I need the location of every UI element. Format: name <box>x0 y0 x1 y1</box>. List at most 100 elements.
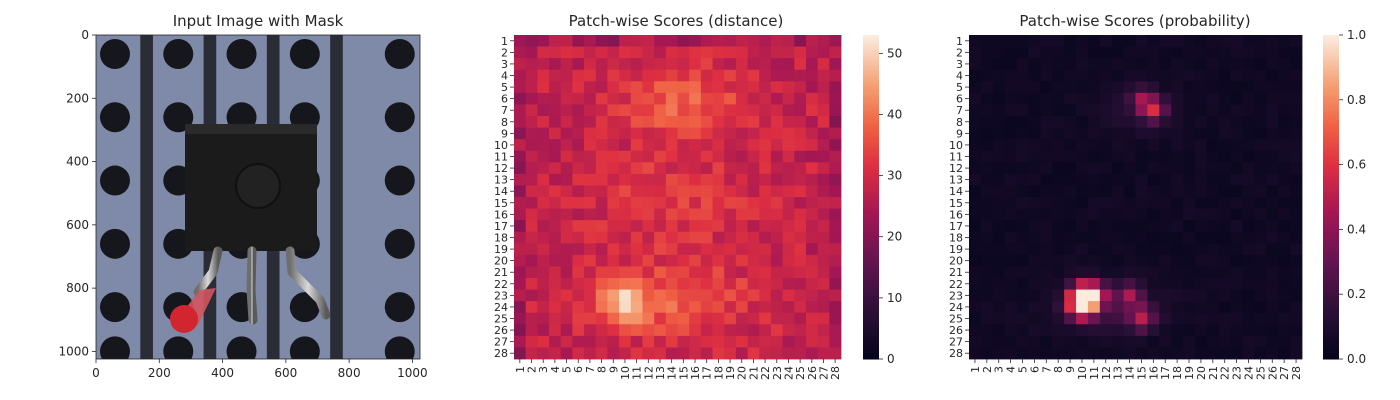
colorbar-segment <box>863 164 879 168</box>
heatmap-cell <box>630 324 643 337</box>
colorbar-segment <box>1323 94 1339 98</box>
heatmap-cell <box>1076 301 1089 314</box>
heatmap-cell <box>665 335 678 348</box>
heatmap-cell <box>829 254 842 267</box>
heatmap-cell <box>829 266 842 279</box>
colorbar-segment <box>1323 129 1339 133</box>
heatmap-cell <box>782 173 795 186</box>
heatmap-cell <box>992 69 1006 82</box>
heatmap-cell <box>969 301 982 314</box>
heatmap-cell <box>1052 81 1065 94</box>
heatmap-cell <box>607 289 620 302</box>
heatmap-cell <box>619 58 632 71</box>
col-tick-label: 15 <box>1135 366 1148 380</box>
heatmap-cell <box>805 92 819 105</box>
heatmap-cell <box>689 92 702 105</box>
colorbar-segment <box>1323 105 1339 109</box>
heatmap-cell <box>1147 231 1160 244</box>
heatmap-cell <box>1016 324 1029 337</box>
heatmap-cell <box>747 289 760 302</box>
heatmap-cell <box>1099 127 1113 140</box>
colorbar-segment <box>1323 340 1339 344</box>
heatmap-cell <box>619 162 632 175</box>
heatmap-cell <box>1123 208 1136 221</box>
heatmap-cell <box>1052 231 1065 244</box>
heatmap-cell <box>1076 116 1089 128</box>
heatmap-cell <box>712 278 725 290</box>
heatmap-cell <box>584 139 597 152</box>
heatmap-cell <box>1266 69 1279 82</box>
heatmap-cell <box>549 173 562 186</box>
heatmap-cell <box>969 289 982 302</box>
heatmap-cell <box>514 139 527 152</box>
heatmap-cell <box>1099 301 1113 314</box>
colorbar-segment <box>863 302 879 306</box>
col-tick-label: 27 <box>817 366 830 380</box>
heatmap-cell <box>829 197 842 209</box>
heatmap-cell <box>1099 197 1113 209</box>
row-tick-label: 25 <box>949 313 963 326</box>
heatmap-cell <box>1040 301 1053 314</box>
heatmap-cell <box>1123 197 1136 209</box>
col-tick-label: 24 <box>782 366 795 380</box>
colorbar-segment <box>1323 202 1339 206</box>
heatmap-cell <box>1254 231 1267 244</box>
heatmap-cell <box>1278 69 1291 82</box>
heatmap-cell <box>1159 69 1172 82</box>
heatmap-cell <box>514 81 527 94</box>
heatmap-cell <box>1266 173 1279 186</box>
heatmap-cell <box>794 266 807 279</box>
heatmap-cell <box>805 150 819 163</box>
heatmap-cell <box>1064 173 1077 186</box>
heatmap-cell <box>1040 139 1053 152</box>
heatmap-cell <box>630 197 643 209</box>
heatmap-cell <box>1004 335 1017 348</box>
distance-heatmap-title: Patch-wise Scores (distance) <box>569 12 784 30</box>
heatmap-cell <box>595 173 608 186</box>
heatmap-cell <box>735 266 748 279</box>
heatmap-cell <box>1218 254 1232 267</box>
heatmap-cell <box>1040 243 1053 256</box>
colorbar-segment <box>863 296 879 301</box>
colorbar-segment <box>1323 205 1339 209</box>
heatmap-cell <box>1087 231 1101 244</box>
heatmap-cell <box>805 289 819 302</box>
heatmap-cell <box>805 162 819 175</box>
heatmap-cell <box>1099 81 1113 94</box>
heatmap-cell <box>700 116 713 128</box>
heatmap-cell <box>1076 289 1089 302</box>
heatmap-cell <box>665 243 678 256</box>
heatmap-cell <box>817 35 830 47</box>
heatmap-cell <box>677 81 690 94</box>
heatmap-cell <box>1290 243 1303 256</box>
colorbar-segment <box>1323 175 1339 179</box>
colorbar-segment <box>1323 199 1339 203</box>
heatmap-cell <box>1206 324 1220 337</box>
heatmap-cell <box>1159 347 1172 360</box>
heatmap-cell <box>584 312 597 325</box>
col-tick-label: 12 <box>642 366 655 380</box>
heatmap-cell <box>584 289 597 302</box>
heatmap-cell <box>549 266 562 279</box>
heatmap-cell <box>1206 69 1220 82</box>
row-tick-label: 11 <box>494 151 508 164</box>
heatmap-cell <box>584 127 597 140</box>
heatmap-cell <box>1266 335 1279 348</box>
heatmap-cell <box>724 81 737 94</box>
heatmap-cell <box>1123 301 1136 314</box>
heatmap-cell <box>1040 289 1053 302</box>
heatmap-cell <box>724 312 737 325</box>
x-tick-label: 1000 <box>397 366 428 380</box>
heatmap-cell <box>1087 81 1101 94</box>
heatmap-cell <box>677 46 690 59</box>
heatmap-cell <box>1099 185 1113 198</box>
heatmap-cell <box>525 81 538 94</box>
heatmap-cell <box>782 324 795 337</box>
heatmap-cell <box>735 162 748 175</box>
heatmap-cell <box>712 231 725 244</box>
heatmap-cell <box>1194 35 1208 47</box>
colorbar-segment <box>1323 132 1339 136</box>
heatmap-cell <box>1242 69 1255 82</box>
heatmap-cell <box>1016 173 1029 186</box>
heatmap-cell <box>677 289 690 302</box>
